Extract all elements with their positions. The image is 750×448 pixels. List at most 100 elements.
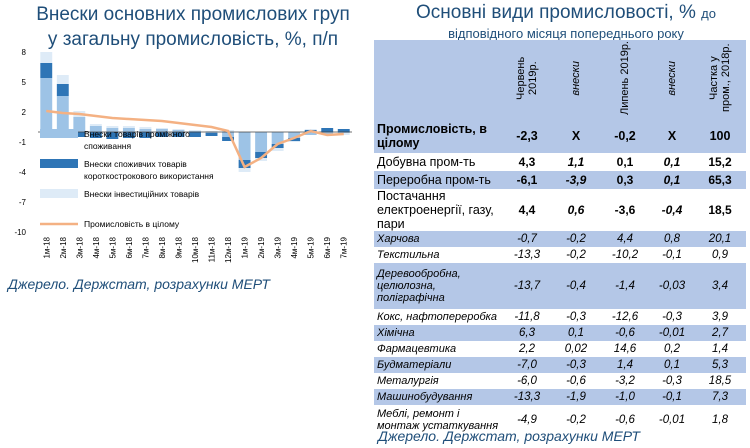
industry-table: Червень 2019р. внески Липень 2019р. внес… [374,40,746,435]
legend-label: Внески товарів проміжного [84,129,190,139]
bar-segment [222,132,235,137]
row-value: -0,3 [566,311,586,323]
row-value: -3,2 [615,375,635,387]
y-tick-label: 8 [22,48,27,57]
y-tick-label: -7 [19,198,27,207]
bar-segment [155,132,168,137]
bar-segment [189,131,201,132]
header-share-label: Частка у пром., 2018р. [708,43,732,113]
row-value: -13,3 [502,389,552,405]
row-value: -0,6 [615,414,635,426]
left-chart-title: Внески основних промислових груп у загал… [8,2,378,52]
bar-segment [40,63,53,78]
bar-segment [106,126,119,128]
row-value: 0,02 [564,343,588,355]
bar-segment [106,132,119,139]
row-value: -3,9 [552,171,600,189]
y-tick-label: -4 [19,168,27,177]
bar-segment [238,132,251,160]
bar-segment [89,126,102,132]
legend-bar-swatch [40,159,78,168]
row-value: 0,1 [650,357,694,373]
x-tick-label: 6м-18 [125,236,134,258]
x-tick-label: 3м-18 [75,236,84,258]
bar-segment [139,127,152,129]
bar-segment [172,132,185,137]
bar-segment [155,129,168,132]
header-empty-cell [374,40,502,119]
bar-segment [106,128,119,132]
bar-segment [189,132,201,137]
row-value: -1,0 [600,389,650,405]
table-row: Промисловість, в цілому -2,3 X -0,2 X 100 [374,119,746,153]
x-tick-label: 10м-18 [191,236,200,263]
row-value: -0,03 [650,263,694,309]
bar-segment [255,132,268,152]
row-label: Промисловість, в цілому [374,119,502,153]
row-value: -0,1 [662,249,682,261]
bar-segment [122,128,135,132]
bar-segment [222,137,235,141]
bar-segment [73,117,86,132]
row-value: -6,1 [502,171,552,189]
bar-segment [321,132,334,134]
bar-segment [189,130,201,131]
header-june-label: Червень 2019р. [515,56,539,100]
header-july-label: Липень 2019р. [619,41,631,115]
row-value: -0,01 [658,414,686,426]
left-title-line1: Внески основних промислових груп [36,4,350,25]
row-label: Будматеріали [374,357,502,373]
x-tick-label: 7м-18 [141,236,150,258]
bar-segment [172,130,185,132]
bar-segment [304,132,317,135]
row-value: -11,8 [514,311,540,323]
row-label: Машинобудування [374,389,502,405]
row-value: -2,3 [502,119,552,153]
y-tick-label: 5 [22,78,27,87]
table-row: Хімічна 6,3 0,1 -0,6 -0,01 2,7 [374,325,746,341]
row-value: -6,0 [517,375,537,387]
row-value: 0,6 [567,203,585,217]
row-value: 2,7 [694,325,746,341]
bar-segment [271,148,284,151]
bar-segment [205,132,218,133]
bar-segment [205,133,218,136]
row-value: 14,6 [613,343,637,355]
right-title-line2: відповідного місяця попереднього року [448,26,684,41]
bar-segment [139,129,152,132]
x-tick-label: 3м-19 [274,236,283,258]
row-value: 4,4 [600,231,650,247]
header-june: Червень 2019р. [502,40,552,119]
bar-segment [255,152,268,158]
row-value: 0,1 [650,171,694,189]
row-value: -0,2 [600,119,650,153]
bar-segment [288,141,301,142]
left-source-note: Джерело. Держстат, розрахунки МЕРТ [8,276,270,292]
row-value: -0,4 [661,203,683,217]
row-label: Харчова [374,231,502,247]
table-row: Фармацевтика 2,2 0,02 14,6 0,2 1,4 [374,341,746,357]
row-value: -0,6 [600,325,650,341]
row-value: 0,2 [664,343,680,355]
x-tick-label: 2м-18 [59,236,68,258]
row-value: -0,2 [566,249,586,261]
row-value: -4,9 [517,414,537,426]
x-tick-label: 4м-19 [290,236,299,258]
row-value: -0,3 [662,375,682,387]
bar-segment [288,132,301,138]
x-tick-label: 11м-18 [208,236,217,262]
bar-segment [271,132,284,144]
right-table-title: Основні види промисловості, % до відпові… [382,2,750,42]
x-tick-label: 5м-19 [307,236,316,258]
row-label: Текстильна [377,249,440,261]
row-value: -0,1 [650,389,694,405]
table-row: Металургія -6,0 -0,6 -3,2 -0,3 18,5 [374,373,746,389]
header-june-contrib: внески [552,40,600,119]
header-july-contrib-label: внески [666,60,678,96]
row-value: 0,3 [600,171,650,189]
bar-segment [56,84,69,96]
row-value: -1,4 [600,263,650,309]
table-header-row: Червень 2019р. внески Липень 2019р. внес… [374,40,746,119]
table-row: Кокс, нафтопереробка -11,8 -0,3 -12,6 -0,3 3,… [374,309,746,325]
row-value: 100 [694,119,746,153]
